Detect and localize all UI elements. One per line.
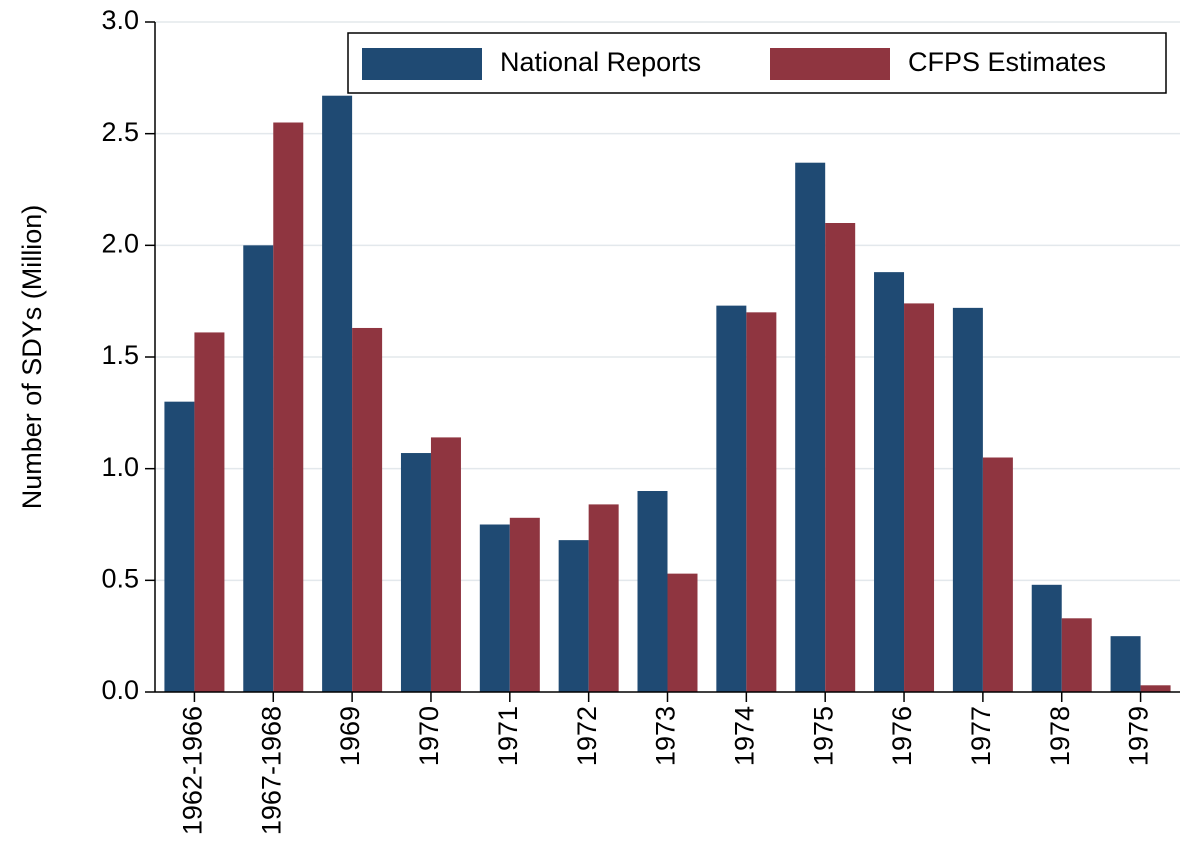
legend-swatch bbox=[362, 48, 482, 80]
bar bbox=[1031, 584, 1062, 692]
y-tick-label: 0.5 bbox=[101, 563, 139, 593]
x-tick-label: 1974 bbox=[729, 706, 759, 766]
bar bbox=[746, 312, 777, 692]
bar bbox=[795, 162, 826, 692]
x-tick-label: 1977 bbox=[966, 706, 996, 766]
y-tick-label: 1.5 bbox=[101, 340, 139, 370]
x-tick-label: 1979 bbox=[1124, 706, 1154, 766]
bar bbox=[164, 401, 195, 692]
legend-box bbox=[347, 32, 1167, 94]
bar bbox=[194, 332, 225, 692]
bar bbox=[904, 303, 935, 692]
bar bbox=[1110, 636, 1141, 692]
bar bbox=[982, 457, 1013, 692]
y-tick-label: 2.0 bbox=[101, 228, 139, 258]
x-tick-label: 1967-1968 bbox=[256, 706, 286, 835]
y-tick-label: 2.5 bbox=[101, 117, 139, 147]
bar bbox=[874, 272, 905, 692]
legend-swatch bbox=[770, 48, 890, 80]
bar bbox=[430, 437, 461, 692]
x-tick-label: 1972 bbox=[572, 706, 602, 766]
y-axis-title: Number of SDYs (Million) bbox=[17, 205, 47, 510]
bar bbox=[322, 95, 353, 692]
bar bbox=[716, 305, 747, 692]
bar bbox=[352, 327, 383, 692]
bar bbox=[479, 524, 510, 692]
bar bbox=[667, 573, 698, 692]
bar bbox=[400, 453, 431, 692]
bar bbox=[952, 307, 983, 692]
bar bbox=[243, 245, 274, 693]
x-tick-label: 1976 bbox=[887, 706, 917, 766]
x-tick-label: 1971 bbox=[493, 706, 523, 766]
bar bbox=[273, 122, 304, 692]
y-tick-label: 1.0 bbox=[101, 452, 139, 482]
legend-label: CFPS Estimates bbox=[908, 47, 1106, 77]
y-tick-label: 0.0 bbox=[101, 675, 139, 705]
x-tick-label: 1973 bbox=[651, 706, 681, 766]
x-tick-label: 1970 bbox=[414, 706, 444, 766]
bar bbox=[1061, 618, 1092, 692]
bar bbox=[588, 504, 619, 692]
x-tick-label: 1975 bbox=[808, 706, 838, 766]
x-tick-label: 1978 bbox=[1045, 706, 1075, 766]
x-tick-label: 1969 bbox=[335, 706, 365, 766]
bar bbox=[637, 491, 668, 692]
legend-label: National Reports bbox=[500, 47, 701, 77]
y-tick-label: 3.0 bbox=[101, 5, 139, 35]
bar bbox=[509, 517, 540, 692]
bar bbox=[825, 223, 856, 692]
x-tick-label: 1962-1966 bbox=[178, 706, 208, 835]
bar bbox=[1140, 685, 1171, 692]
bar bbox=[558, 540, 589, 692]
